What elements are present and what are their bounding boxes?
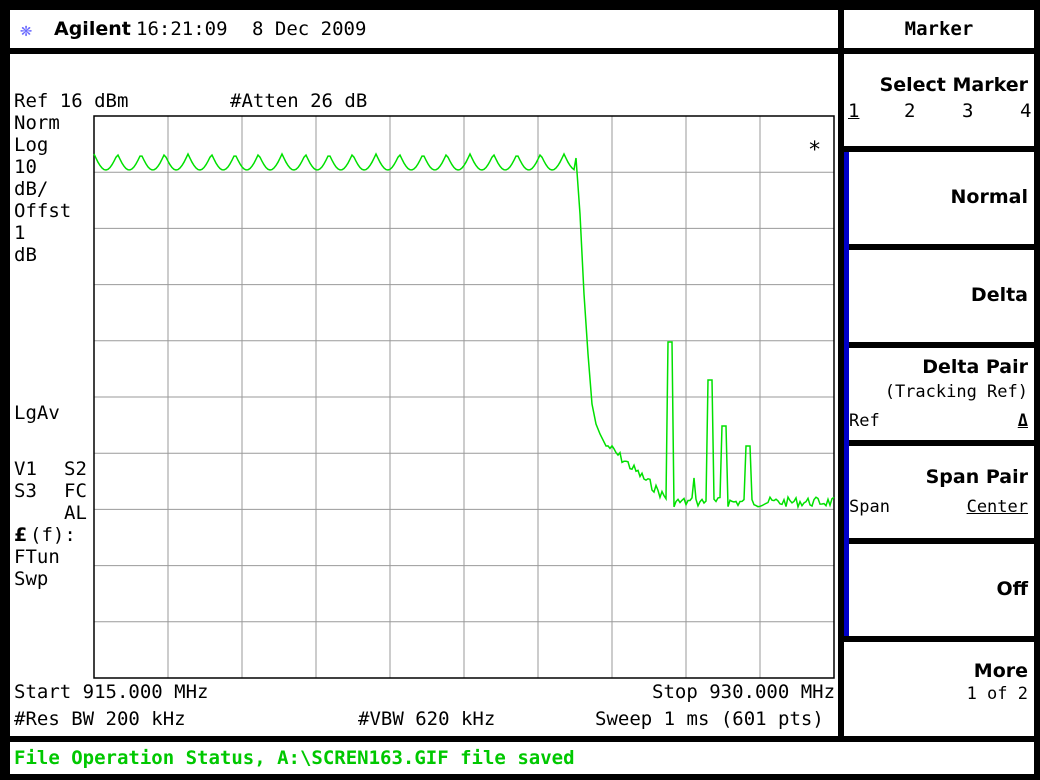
marker-option-4[interactable]: 4 xyxy=(1020,100,1032,122)
menu-title: Marker xyxy=(844,10,1034,48)
clock-time: 16:21:09 xyxy=(136,18,228,40)
delta-pair-ref[interactable]: Ref xyxy=(849,411,880,431)
start-frequency: Start 915.000 MHz xyxy=(14,681,209,703)
span-pair-center[interactable]: Center xyxy=(966,497,1028,517)
annotation-log: Log xyxy=(14,134,49,156)
span-pair-softkey[interactable]: Span Pair Span Center xyxy=(849,446,1034,538)
annotation-scale: 10 xyxy=(14,156,37,178)
delta-pair-sub: (Tracking Ref) xyxy=(884,382,1028,402)
s3-annotation: S3 xyxy=(14,480,37,502)
off-label: Off xyxy=(996,578,1028,600)
marker-option-1[interactable]: 1 xyxy=(848,100,860,122)
annotation-db-div: dB/ xyxy=(14,178,49,200)
delta-pair-softkey[interactable]: Delta Pair (Tracking Ref) Ref Δ xyxy=(849,348,1034,440)
attenuation: #Atten 26 dB xyxy=(230,90,368,112)
video-bw: #VBW 620 kHz xyxy=(358,708,496,730)
agilent-spark-icon: ❋ xyxy=(20,17,33,41)
s2-annotation: S2 xyxy=(64,458,87,480)
marker-flag: * xyxy=(808,138,822,163)
graticule-border xyxy=(93,115,835,679)
marker-option-2[interactable]: 2 xyxy=(904,100,916,122)
ff-symbol: £ xyxy=(14,524,28,546)
normal-label: Normal xyxy=(950,186,1028,208)
menu-title-label: Marker xyxy=(904,18,974,40)
title-bar: ❋ Agilent 16:21:09 8 Dec 2009 xyxy=(10,10,838,48)
select-marker-label: Select Marker xyxy=(879,74,1028,96)
clock-date: 8 Dec 2009 xyxy=(252,18,367,40)
al-annotation: AL xyxy=(64,502,87,524)
annotation-offst: Offst xyxy=(14,200,72,222)
marker-option-3[interactable]: 3 xyxy=(962,100,974,122)
ftun-annotation: FTun xyxy=(14,546,60,568)
left-annotations: Norm Log 10 dB/ Offst 1 dB xyxy=(14,112,94,266)
span-pair-span[interactable]: Span xyxy=(849,497,890,517)
span-pair-label: Span Pair xyxy=(925,466,1028,488)
ff-annotation: (f): xyxy=(30,524,76,546)
annotation-norm: Norm xyxy=(14,112,60,134)
off-softkey[interactable]: Off xyxy=(849,544,1034,636)
swp-annotation: Swp xyxy=(14,568,49,590)
stop-frequency: Stop 930.000 MHz xyxy=(652,681,836,703)
delta-pair-delta[interactable]: Δ xyxy=(1017,411,1028,431)
annotation-offset-unit: dB xyxy=(14,244,37,266)
ref-level: Ref 16 dBm xyxy=(14,90,129,112)
delta-pair-label: Delta Pair xyxy=(922,356,1028,378)
more-sub: 1 of 2 xyxy=(966,684,1028,704)
fc-annotation: FC xyxy=(64,480,87,502)
grid-lines xyxy=(94,116,834,678)
sweep-time: Sweep 1 ms (601 pts) xyxy=(595,708,824,730)
brand-name: Agilent xyxy=(54,18,131,40)
more-softkey[interactable]: More 1 of 2 xyxy=(844,642,1034,736)
lgav-annotation: LgAv xyxy=(14,402,60,424)
display-panel: Ref 16 dBm #Atten 26 dB Norm Log 10 dB/ … xyxy=(10,54,838,736)
status-bar: File Operation Status, A:\SCREN163.GIF f… xyxy=(10,742,1034,774)
v1-annotation: V1 xyxy=(14,458,37,480)
spectrum-trace xyxy=(93,152,835,510)
normal-softkey[interactable]: Normal xyxy=(849,152,1034,244)
spectrum-graticule xyxy=(93,115,835,679)
res-bw: #Res BW 200 kHz xyxy=(14,708,186,730)
more-label: More xyxy=(973,660,1028,682)
delta-label: Delta xyxy=(970,284,1028,306)
select-marker-softkey[interactable]: Select Marker 1 2 3 4 xyxy=(844,54,1034,146)
delta-softkey[interactable]: Delta xyxy=(849,250,1034,342)
softkey-group-bar xyxy=(844,152,849,636)
annotation-offset-value: 1 xyxy=(14,222,26,244)
status-message: File Operation Status, A:\SCREN163.GIF f… xyxy=(14,747,575,769)
